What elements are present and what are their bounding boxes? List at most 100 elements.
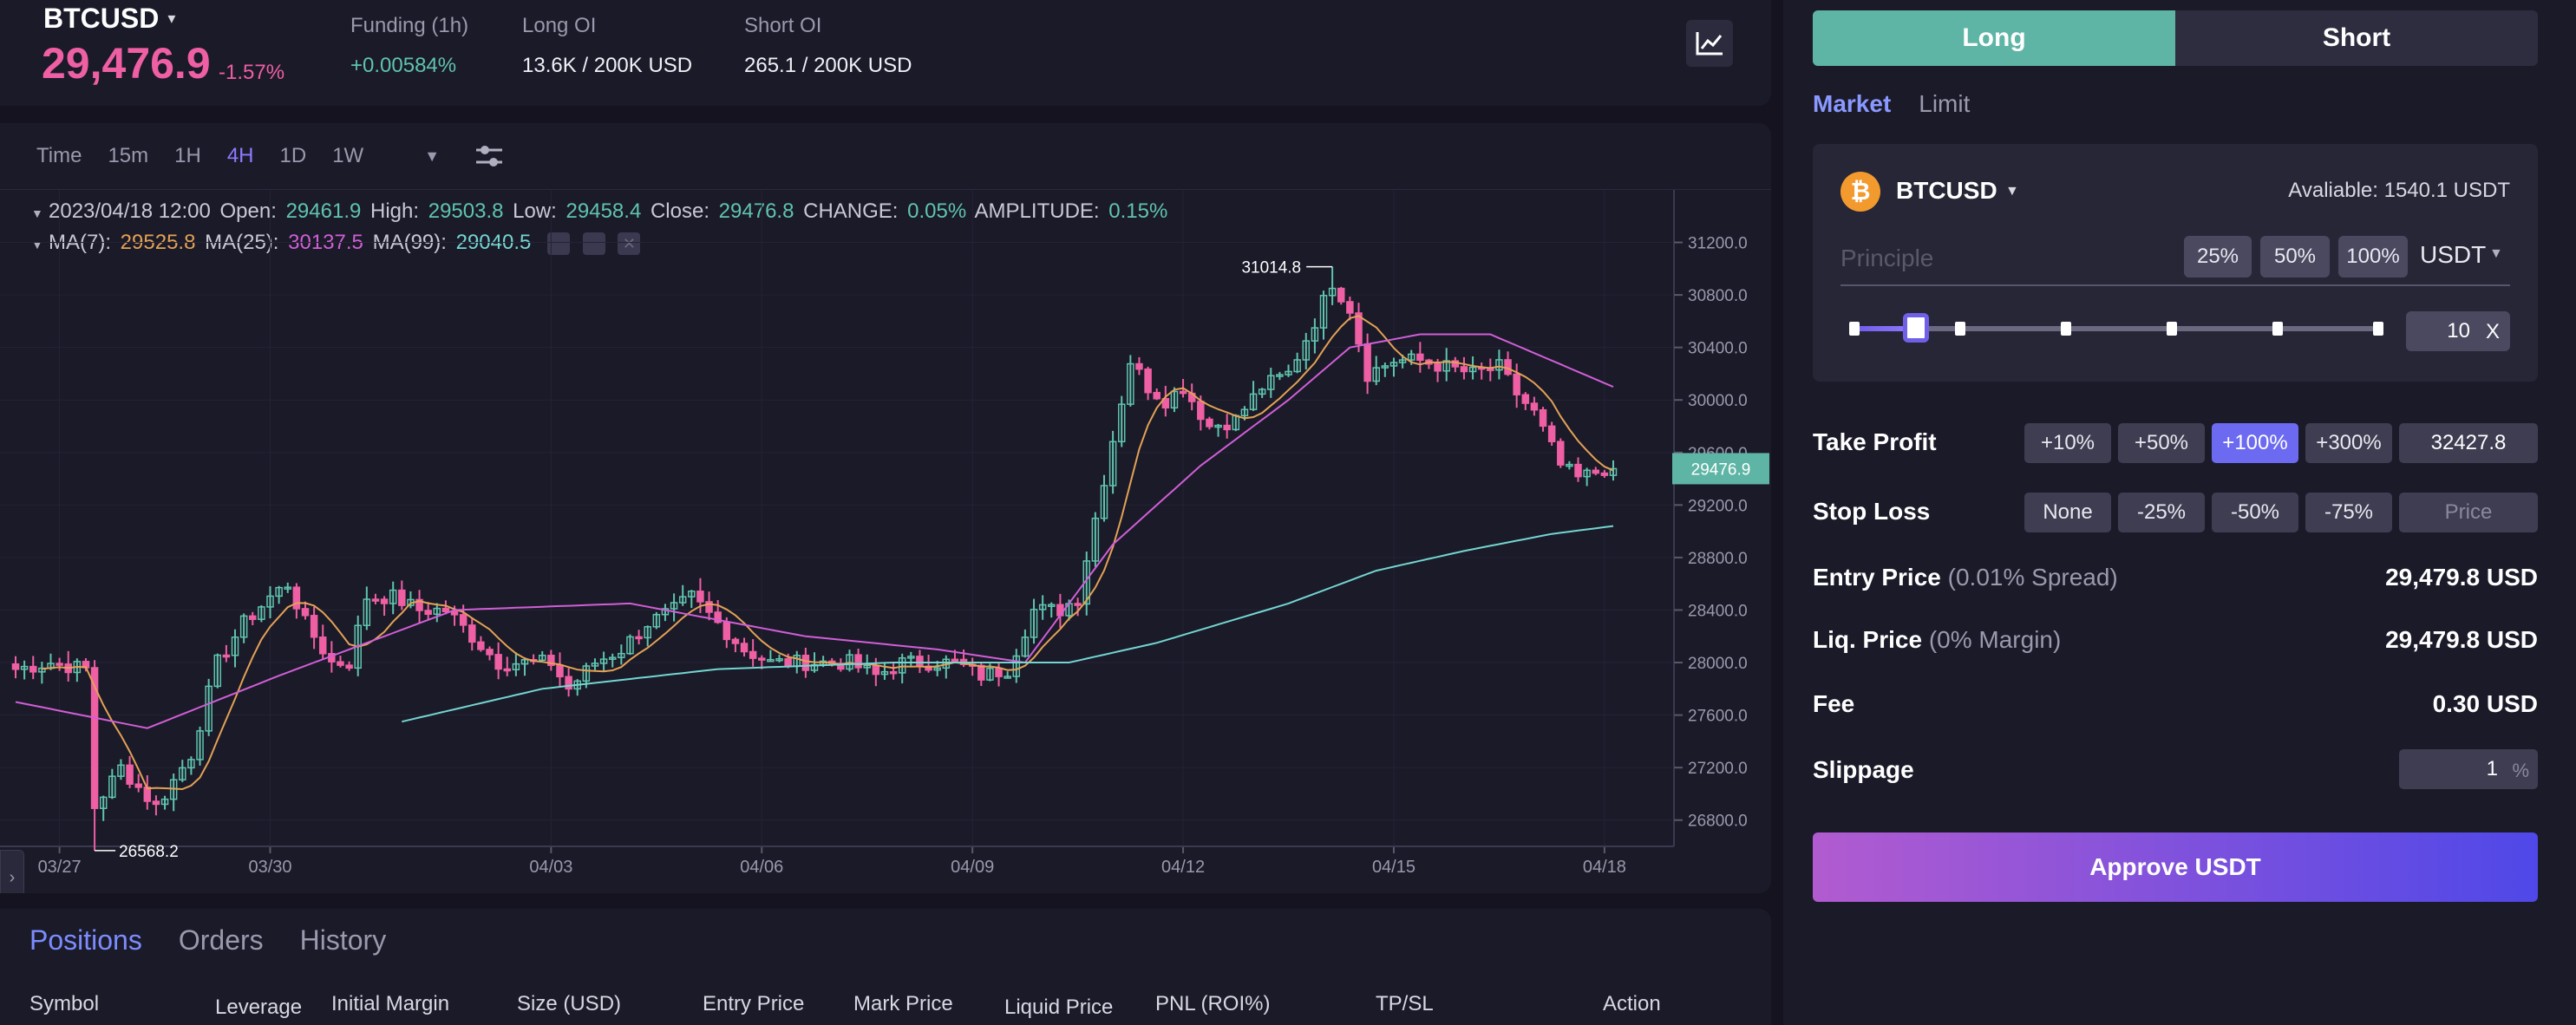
pct-50-button[interactable]: 50% [2260,236,2330,277]
slippage-input[interactable] [2399,749,2503,789]
symbol-selector[interactable]: BTCUSD ▾ [43,0,175,36]
candle-body [258,606,265,620]
x-tick-label: 04/12 [1161,858,1205,877]
candle-body [863,664,871,669]
collapse-icon[interactable]: ▼ [31,206,43,220]
tab-limit[interactable]: Limit [1919,90,1971,117]
candle-body [415,598,423,611]
tab-history[interactable]: History [299,924,387,956]
pct-25-button[interactable]: 25% [2184,236,2252,277]
liq-price-value: 29,479.8 USD [2385,626,2538,653]
candle-body [196,730,204,761]
candle-body [337,661,344,666]
candle-body [126,764,134,785]
candle-body [345,664,353,669]
funding-label: Funding (1h) [350,14,469,37]
chart-toggle-button[interactable] [1686,20,1733,67]
currency-select[interactable]: USDT [2420,241,2487,268]
slider-tick[interactable] [2061,322,2071,336]
candle-body [767,658,775,663]
candle-body [872,664,880,676]
slippage-unit: % [2512,760,2529,781]
candle-body [459,614,467,626]
candle-body [1293,359,1301,373]
leverage-input[interactable] [2406,311,2479,351]
candle-body [907,656,915,659]
tp-100-button[interactable]: +100% [2212,423,2298,463]
candle-body [556,664,564,678]
pct-100-button[interactable]: 100% [2338,236,2408,277]
candle-body [618,652,625,658]
close-icon[interactable]: ✕ [618,232,641,255]
slider-tick[interactable] [2373,322,2383,336]
candle-body [1574,463,1582,478]
x-tick-label: 04/15 [1372,858,1415,877]
principle-input[interactable] [1840,241,2219,276]
indicator-settings-icon[interactable] [474,143,504,169]
divider [1840,284,2510,286]
collapse-icon[interactable]: ▼ [31,238,43,251]
price-change: -1.57% [219,61,285,84]
candle-body [1434,363,1442,372]
candle-body [670,602,678,610]
tf-4h[interactable]: 4H [226,144,254,167]
candle-body [275,586,283,597]
candle-body [547,655,555,666]
slider-tick[interactable] [2167,322,2177,336]
ma7-line [42,315,1614,791]
col-tpsl: TP/SL [1376,992,1434,1015]
slider-tick[interactable] [1955,322,1965,336]
tf-15m[interactable]: 15m [108,144,149,167]
candle-body [152,800,160,806]
candle-body [231,637,239,656]
candle-body [1530,402,1539,411]
amplitude-label: AMPLITUDE: [974,199,1100,223]
tp-300-button[interactable]: +300% [2305,423,2392,463]
slider-tick[interactable] [2272,322,2283,336]
tab-positions[interactable]: Positions [29,924,142,956]
timeframe-more-icon[interactable]: ▼ [424,147,441,165]
y-tick-label: 28800.0 [1688,550,1748,568]
chevron-down-icon[interactable]: ▼ [2005,184,2019,199]
col-pnl: PNL (ROI%) [1155,992,1271,1015]
tp-10-button[interactable]: +10% [2024,423,2111,463]
candle-body [1170,390,1179,409]
approve-usdt-button[interactable]: Approve USDT [1813,832,2538,902]
sl-none-button[interactable]: None [2024,493,2111,532]
chevron-down-icon[interactable]: ▼ [2489,246,2503,261]
slider-tick[interactable] [1849,322,1860,336]
sl-75-button[interactable]: -75% [2305,493,2392,532]
drawer-expand-button[interactable]: › [0,850,24,893]
candle-body [678,596,687,604]
stop-loss-input[interactable] [2399,493,2538,532]
candlestick-chart[interactable]: 31200.030800.030400.030000.029600.029200… [0,190,1771,893]
candle-body [1240,408,1249,417]
candle-body [1495,359,1503,371]
candle-body [512,663,520,671]
leverage-slider[interactable] [1849,313,2383,343]
candle-body [363,598,371,626]
settings-icon[interactable] [582,232,605,255]
y-tick-label: 27600.0 [1688,708,1748,726]
tab-orders[interactable]: Orders [178,924,264,956]
tp-50-button[interactable]: +50% [2118,423,2205,463]
candle-body [635,636,643,640]
candle-body [301,608,310,617]
tf-1d[interactable]: 1D [279,144,307,167]
order-symbol[interactable]: BTCUSD [1896,177,1997,204]
take-profit-input[interactable] [2399,423,2538,463]
long-tab[interactable]: Long [1813,10,2175,66]
short-tab[interactable]: Short [2322,23,2391,52]
tab-market[interactable]: Market [1813,90,1892,117]
candle-body [1539,408,1547,428]
side-tabs: Long Short [1813,10,2538,66]
tf-time[interactable]: Time [36,144,82,167]
available-balance: Avaliable: 1540.1 USDT [2288,179,2510,202]
sl-50-button[interactable]: -50% [2212,493,2298,532]
sl-25-button[interactable]: -25% [2118,493,2205,532]
tf-1h[interactable]: 1H [174,144,201,167]
candle-body [310,615,318,638]
candle-body [284,586,291,590]
slider-thumb[interactable] [1902,313,1929,343]
tf-1w[interactable]: 1W [332,144,364,167]
